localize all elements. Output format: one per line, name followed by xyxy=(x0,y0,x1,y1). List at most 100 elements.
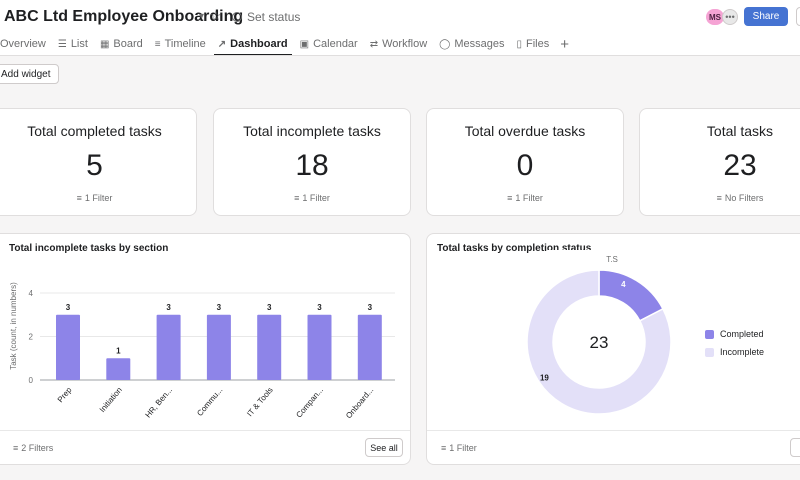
calendar-icon: ▣ xyxy=(299,38,310,50)
more-members-icon[interactable]: ••• xyxy=(722,9,738,25)
slice-label: 19 xyxy=(540,373,549,382)
tab-label: Files xyxy=(526,38,550,50)
tab-label: Messages xyxy=(454,38,505,50)
stat-filter-label: 1 Filter xyxy=(302,193,330,203)
card-footer-divider xyxy=(427,430,800,431)
legend-label: Completed xyxy=(720,329,764,339)
donut-center-value: 23 xyxy=(590,333,609,352)
stat-card-overdue[interactable]: Total overdue tasks 0 ≡ 1 Filter xyxy=(426,108,624,216)
tab-files[interactable]: ▯ Files xyxy=(510,33,555,55)
messages-icon: ◯ xyxy=(439,38,451,50)
filter-icon: ≡ xyxy=(716,193,722,203)
y-tick-label: 0 xyxy=(29,376,34,385)
legend-swatch xyxy=(705,347,714,357)
stat-filter[interactable]: ≡ 1 Filter xyxy=(0,193,196,203)
legend-item-completed[interactable]: Completed xyxy=(705,329,764,339)
tab-messages[interactable]: ◯ Messages xyxy=(433,33,510,55)
tab-timeline[interactable]: ≡ Timeline xyxy=(149,33,212,55)
tab-list[interactable]: ☰ List xyxy=(52,33,94,55)
card-filter-label: 2 Filters xyxy=(21,443,54,453)
y-tick-label: 4 xyxy=(29,289,34,298)
stat-filter[interactable]: ≡ 1 Filter xyxy=(214,193,410,203)
card-filter[interactable]: ≡ 1 Filter xyxy=(441,443,477,453)
bar xyxy=(357,314,382,380)
filter-icon: ≡ xyxy=(441,443,447,453)
star-icon[interactable]: ☆ xyxy=(210,8,222,23)
slice-label: 4 xyxy=(621,280,626,289)
bar xyxy=(56,314,80,380)
stat-title: Total overdue tasks xyxy=(464,123,586,139)
chart-title: Total incomplete tasks by section xyxy=(9,243,169,254)
filter-icon: ≡ xyxy=(507,193,513,203)
donut-slice xyxy=(526,269,672,415)
tab-calendar[interactable]: ▣ Calendar xyxy=(294,33,364,55)
project-title[interactable]: ABC Ltd Employee Onboarding xyxy=(4,8,244,25)
card-footer-divider xyxy=(0,430,410,431)
files-icon: ▯ xyxy=(516,38,522,50)
stat-filter[interactable]: ≡ 1 Filter xyxy=(427,193,623,203)
card-filter[interactable]: ≡ 2 Filters xyxy=(13,443,53,453)
project-tabs: Overview ☰ List ▦ Board ≡ Timeline ↗ Das… xyxy=(0,33,574,56)
filter-icon: ≡ xyxy=(13,443,19,453)
set-status-button[interactable]: Set status xyxy=(232,10,300,24)
share-button[interactable]: Share xyxy=(744,7,788,26)
add-widget-button[interactable]: Add widget xyxy=(0,64,60,84)
tab-label: List xyxy=(70,38,88,50)
stat-value: 23 xyxy=(723,149,757,182)
see-all-button[interactable]: See all xyxy=(365,438,403,457)
chevron-down-icon[interactable]: ▾ xyxy=(199,11,205,22)
tab-overview[interactable]: Overview xyxy=(0,33,52,55)
stat-card-total[interactable]: Total tasks 23 ≡ No Filters xyxy=(639,108,800,216)
donut-title-mask xyxy=(548,250,652,267)
stat-card-completed[interactable]: Total completed tasks 5 ≡ 1 Filter xyxy=(0,108,197,216)
add-tab-icon[interactable]: + xyxy=(560,35,569,53)
stat-filter[interactable]: ≡ No Filters xyxy=(640,193,800,203)
bar xyxy=(106,358,131,380)
topbar-divider xyxy=(0,55,800,56)
see-all-button-partial[interactable] xyxy=(790,438,800,457)
bar xyxy=(307,314,332,380)
stat-value: 18 xyxy=(295,149,329,182)
data-label: 3 xyxy=(166,303,171,312)
x-tick-label: HR, Ben... xyxy=(144,386,175,420)
tab-dashboard[interactable]: ↗ Dashboard xyxy=(212,33,294,56)
status-circle-icon xyxy=(232,12,242,22)
stat-card-incomplete[interactable]: Total incomplete tasks 18 ≡ 1 Filter xyxy=(213,108,411,216)
card-filter-label: 1 Filter xyxy=(449,443,477,453)
stat-title: Total incomplete tasks xyxy=(243,123,381,139)
bar xyxy=(156,314,181,380)
stat-filter-label: 1 Filter xyxy=(84,193,113,203)
tab-label: Timeline xyxy=(164,38,206,50)
list-icon: ☰ xyxy=(57,38,67,50)
stat-filter-label: 1 Filter xyxy=(515,193,543,203)
x-tick-label: IT & Tools xyxy=(245,386,275,419)
add-widget-label: Add widget xyxy=(1,68,51,80)
x-tick-label: Initiation xyxy=(98,386,124,415)
stat-title: Total completed tasks xyxy=(27,123,162,139)
filter-icon: ≡ xyxy=(294,193,300,203)
share-label: Share xyxy=(752,11,780,22)
legend-item-incomplete[interactable]: Incomplete xyxy=(705,347,764,357)
x-tick-label: Prep xyxy=(56,385,74,404)
bar-chart: Task (count, in numbers) 0 2 4 3 1 3 3 3 3 3 Pre… xyxy=(9,282,395,421)
customize-button[interactable] xyxy=(796,7,800,26)
tab-label: Board xyxy=(113,38,143,50)
tab-board[interactable]: ▦ Board xyxy=(94,33,149,55)
stat-filter-label: No Filters xyxy=(724,193,764,203)
data-label: 3 xyxy=(368,303,373,312)
data-label: 3 xyxy=(217,303,222,312)
x-tick-label: Commu... xyxy=(195,386,224,418)
tab-workflow[interactable]: ⇄ Workflow xyxy=(364,33,433,55)
data-label: 1 xyxy=(116,346,121,355)
y-tick-label: 2 xyxy=(29,333,34,342)
tab-label: Overview xyxy=(0,38,46,50)
workflow-icon: ⇄ xyxy=(369,38,379,50)
data-label: 3 xyxy=(267,303,272,312)
donut-chart: T.S 23 4 19 xyxy=(526,250,672,415)
x-tick-label: Onboard... xyxy=(344,386,375,421)
donut-top-label: T.S xyxy=(606,255,618,264)
y-axis-label: Task (count, in numbers) xyxy=(9,282,18,370)
avatar[interactable]: MS xyxy=(706,9,724,25)
bar xyxy=(257,314,282,380)
data-label: 3 xyxy=(317,303,322,312)
